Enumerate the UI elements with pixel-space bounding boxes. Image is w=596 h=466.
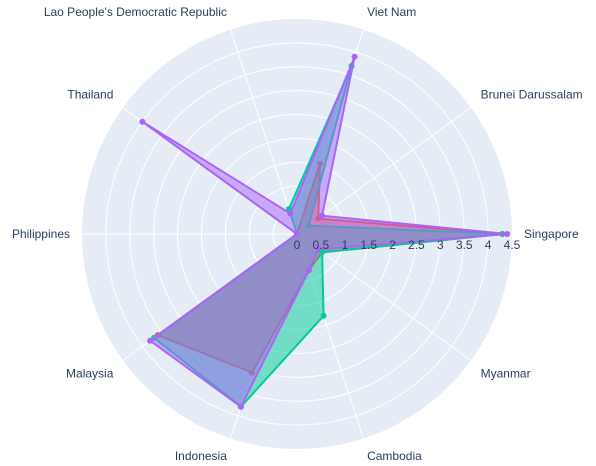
angular-gridline xyxy=(230,29,298,235)
data-point-3[interactable] xyxy=(285,206,292,212)
data-point-0[interactable] xyxy=(504,231,511,237)
radial-tick-label: 0.5 xyxy=(313,238,330,252)
category-label: Cambodia xyxy=(367,449,422,463)
category-label: Myanmar xyxy=(481,366,531,380)
category-label: Lao People's Democratic Republic xyxy=(44,5,227,19)
data-point-7[interactable] xyxy=(237,403,244,410)
series-layer xyxy=(139,53,511,410)
category-label: Brunei Darussalam xyxy=(481,88,583,102)
category-label: Malaysia xyxy=(66,366,114,380)
data-point-6[interactable] xyxy=(147,337,154,344)
category-label: Singapore xyxy=(524,227,579,241)
data-point-8[interactable] xyxy=(320,312,327,319)
radial-tick-label: 0 xyxy=(294,238,301,252)
data-point-8[interactable] xyxy=(305,267,312,274)
radial-tick-label: 4.5 xyxy=(504,238,521,252)
radial-tick-label: 3 xyxy=(437,238,444,252)
radial-tick-label: 2.5 xyxy=(408,238,425,252)
category-label: Thailand xyxy=(67,88,113,102)
radial-tick-label: 4 xyxy=(485,238,492,252)
data-point-4[interactable] xyxy=(139,118,146,125)
radial-tick-label: 1.5 xyxy=(360,238,377,252)
data-point-3[interactable] xyxy=(287,210,294,217)
angular-gridline xyxy=(296,107,472,235)
radial-tick-label: 3.5 xyxy=(456,238,473,252)
series-2 xyxy=(139,53,511,410)
data-point-9[interactable] xyxy=(315,246,322,253)
data-point-2[interactable] xyxy=(351,53,358,60)
category-label: Indonesia xyxy=(175,449,227,463)
angular-gridline xyxy=(296,233,472,361)
category-label: Philippines xyxy=(12,227,70,241)
data-point-1[interactable] xyxy=(319,212,326,219)
radial-tick-label: 1 xyxy=(341,238,348,252)
data-point-5[interactable] xyxy=(294,231,300,237)
radial-tick-label: 2 xyxy=(389,238,396,252)
category-label: Viet Nam xyxy=(367,5,416,19)
